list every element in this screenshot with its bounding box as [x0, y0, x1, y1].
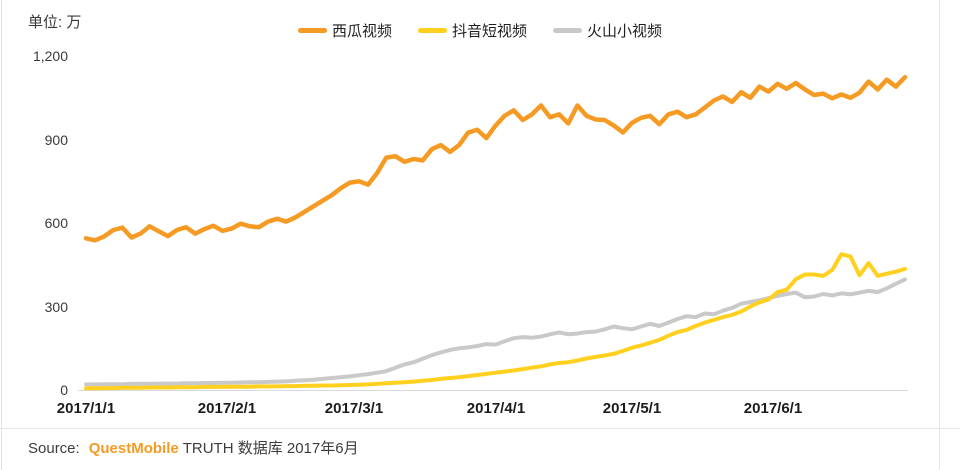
legend-item-xigua[interactable]: 西瓜视频 [297, 20, 392, 41]
x-tick-may: 2017/5/1 [602, 400, 662, 417]
huoshan-line-swatch [553, 28, 582, 33]
douyin-line [84, 252, 907, 391]
y-tick-1200: 1,200 [32, 48, 68, 64]
x-axis-baseline [78, 390, 908, 391]
legend: 西瓜视频 抖音短视频 火山小视频 [0, 20, 960, 41]
x-tick-apr: 2017/4/1 [466, 400, 526, 417]
unit-label: 单位: 万 [28, 14, 82, 31]
x-tick-jan: 2017/1/1 [56, 400, 116, 417]
y-tick-600: 600 [44, 215, 68, 231]
footer-divider [0, 428, 960, 429]
legend-label-douyin: 抖音短视频 [451, 23, 527, 40]
source-suffix: TRUTH 数据库 2017年6月 [182, 440, 359, 457]
legend-item-douyin[interactable]: 抖音短视频 [417, 20, 527, 41]
source-line: Source: QuestMobile TRUTH 数据库 2017年6月 [28, 437, 359, 458]
x-tick-mar: 2017/3/1 [324, 400, 384, 417]
y-tick-300: 300 [44, 299, 68, 315]
douyin-line-swatch [417, 28, 447, 33]
xigua-line-swatch [297, 28, 327, 33]
y-tick-900: 900 [44, 132, 68, 148]
huoshan-line [84, 277, 907, 387]
card-left-border [1, 0, 2, 470]
legend-label-xigua: 西瓜视频 [331, 23, 392, 40]
x-tick-jun: 2017/6/1 [743, 400, 803, 417]
xigua-line [83, 74, 908, 243]
source-prefix: Source: [28, 440, 80, 457]
source-brand: QuestMobile [88, 440, 179, 457]
legend-item-huoshan[interactable]: 火山小视频 [553, 20, 662, 41]
x-tick-feb: 2017/2/1 [197, 400, 257, 417]
legend-label-huoshan: 火山小视频 [587, 23, 663, 40]
card-right-border [939, 0, 940, 470]
y-tick-0: 0 [60, 382, 68, 398]
